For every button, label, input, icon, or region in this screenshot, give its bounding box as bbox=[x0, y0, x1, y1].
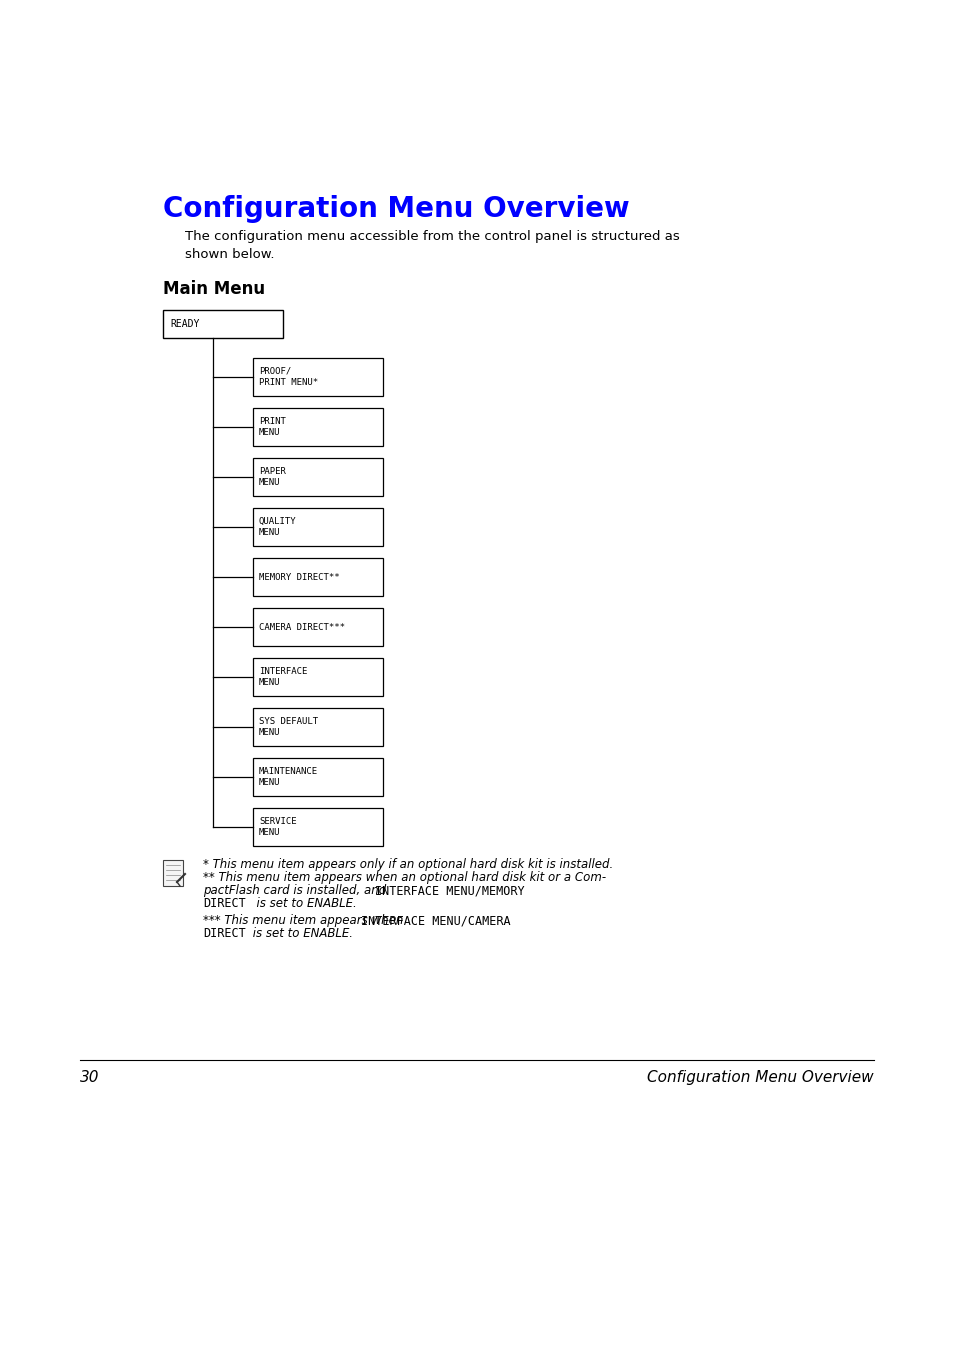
Bar bbox=[253, 808, 382, 846]
Text: MEMORY DIRECT**: MEMORY DIRECT** bbox=[258, 573, 339, 581]
Text: SERVICE
MENU: SERVICE MENU bbox=[258, 816, 296, 838]
Text: PAPER
MENU: PAPER MENU bbox=[258, 466, 286, 488]
Text: QUALITY
MENU: QUALITY MENU bbox=[258, 516, 296, 538]
Text: Main Menu: Main Menu bbox=[163, 280, 265, 299]
Text: INTERFACE MENU/CAMERA: INTERFACE MENU/CAMERA bbox=[360, 915, 510, 927]
Bar bbox=[253, 508, 382, 546]
Text: pactFlash card is installed, and: pactFlash card is installed, and bbox=[203, 884, 394, 897]
Text: MAINTENANCE
MENU: MAINTENANCE MENU bbox=[258, 766, 317, 788]
Text: INTERFACE MENU/MEMORY: INTERFACE MENU/MEMORY bbox=[375, 884, 524, 897]
Bar bbox=[253, 608, 382, 646]
Text: The configuration menu accessible from the control panel is structured as: The configuration menu accessible from t… bbox=[185, 230, 679, 243]
Text: DIRECT: DIRECT bbox=[203, 897, 246, 911]
Text: SYS DEFAULT
MENU: SYS DEFAULT MENU bbox=[258, 716, 317, 738]
Text: DIRECT: DIRECT bbox=[203, 927, 246, 940]
Text: *** This menu item appears when: *** This menu item appears when bbox=[203, 915, 407, 927]
Text: ** This menu item appears when an optional hard disk kit or a Com-: ** This menu item appears when an option… bbox=[203, 871, 605, 884]
Bar bbox=[253, 458, 382, 496]
Text: is set to ENABLE.: is set to ENABLE. bbox=[249, 927, 353, 940]
Bar bbox=[253, 558, 382, 596]
Text: READY: READY bbox=[170, 319, 199, 330]
Bar bbox=[253, 708, 382, 746]
Text: PROOF/
PRINT MENU*: PROOF/ PRINT MENU* bbox=[258, 366, 317, 388]
Text: PRINT
MENU: PRINT MENU bbox=[258, 416, 286, 438]
Text: CAMERA DIRECT***: CAMERA DIRECT*** bbox=[258, 623, 345, 631]
Bar bbox=[253, 658, 382, 696]
Text: Configuration Menu Overview: Configuration Menu Overview bbox=[647, 1070, 873, 1085]
Text: 30: 30 bbox=[80, 1070, 99, 1085]
Bar bbox=[253, 358, 382, 396]
Text: Configuration Menu Overview: Configuration Menu Overview bbox=[163, 195, 629, 223]
Bar bbox=[163, 861, 183, 886]
Text: INTERFACE
MENU: INTERFACE MENU bbox=[258, 666, 307, 688]
Bar bbox=[253, 758, 382, 796]
Text: shown below.: shown below. bbox=[185, 249, 274, 261]
Bar bbox=[253, 408, 382, 446]
Bar bbox=[163, 309, 283, 338]
Text: * This menu item appears only if an optional hard disk kit is installed.: * This menu item appears only if an opti… bbox=[203, 858, 613, 871]
Text: is set to ENABLE.: is set to ENABLE. bbox=[249, 897, 356, 911]
